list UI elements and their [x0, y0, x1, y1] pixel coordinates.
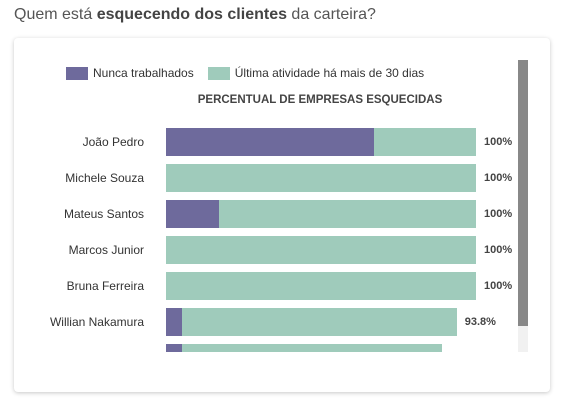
- chart-card: Nunca trabalhados Última atividade há ma…: [14, 38, 550, 392]
- chart-plot-area: João Pedro 100% Michele Souza 100% Mateus Sa…: [14, 118, 518, 352]
- category-label: Michele Souza: [65, 171, 144, 185]
- legend-label-never-worked: Nunca trabalhados: [93, 66, 194, 80]
- bar-segment-last-activity[interactable]: [166, 236, 476, 264]
- total-value-label: 93.8%: [464, 316, 496, 328]
- bar-segment-last-activity[interactable]: [166, 272, 476, 300]
- legend-swatch-never-worked: [66, 66, 88, 80]
- bar-row: João Pedro 100%: [14, 128, 518, 156]
- page-heading: Quem está esquecendo dos clientes da car…: [14, 6, 376, 24]
- category-label: João Pedro: [82, 135, 144, 149]
- bar-row: Willian Nakamura 93.8%: [14, 308, 518, 336]
- bar-segment-last-activity[interactable]: [181, 308, 457, 336]
- chart-legend: Nunca trabalhados Última atividade há ma…: [66, 66, 438, 80]
- chart-title: PERCENTUAL DE EMPRESAS ESQUECIDAS: [197, 94, 443, 106]
- bar-segment-last-activity[interactable]: [181, 344, 442, 352]
- bar-segment-last-activity[interactable]: [373, 128, 476, 156]
- legend-swatch-last-activity: [207, 66, 230, 80]
- heading-suffix: da carteira?: [286, 6, 376, 23]
- bar-row: Michele Souza 100%: [14, 164, 518, 192]
- bar-segment-never-worked[interactable]: [166, 200, 219, 228]
- bar-row: Mateus Santos 100%: [14, 200, 518, 228]
- total-value-label: 100%: [484, 208, 513, 220]
- chart-scrollbar-thumb[interactable]: [518, 60, 528, 326]
- bar-segment-never-worked[interactable]: [166, 344, 182, 352]
- total-value-label: 100%: [484, 136, 513, 148]
- bar-row: Marcos Junior 100%: [14, 236, 518, 264]
- bar-segment-never-worked[interactable]: [166, 308, 182, 336]
- bar-segment-never-worked[interactable]: [166, 128, 374, 156]
- category-label: Marcos Junior: [68, 243, 144, 257]
- bar-row: [14, 344, 518, 352]
- legend-item-never-worked[interactable]: Nunca trabalhados: [66, 66, 194, 80]
- legend-label-last-activity: Última atividade há mais de 30 dias: [234, 66, 425, 80]
- chart-scrollbar-track[interactable]: [518, 60, 528, 352]
- bar-segment-last-activity[interactable]: [166, 164, 476, 192]
- category-label: Bruna Ferreira: [66, 279, 144, 293]
- category-label: Willian Nakamura: [49, 315, 144, 329]
- total-value-label: 100%: [484, 244, 513, 256]
- total-value-label: 100%: [484, 280, 513, 292]
- bar-segment-last-activity[interactable]: [218, 200, 476, 228]
- legend-item-last-activity[interactable]: Última atividade há mais de 30 dias: [207, 66, 425, 80]
- bar-row: Bruna Ferreira 100%: [14, 272, 518, 300]
- heading-prefix: Quem está: [14, 6, 97, 23]
- total-value-label: 100%: [484, 172, 513, 184]
- category-label: Mateus Santos: [63, 207, 144, 221]
- heading-emphasis: esquecendo dos clientes: [96, 6, 287, 23]
